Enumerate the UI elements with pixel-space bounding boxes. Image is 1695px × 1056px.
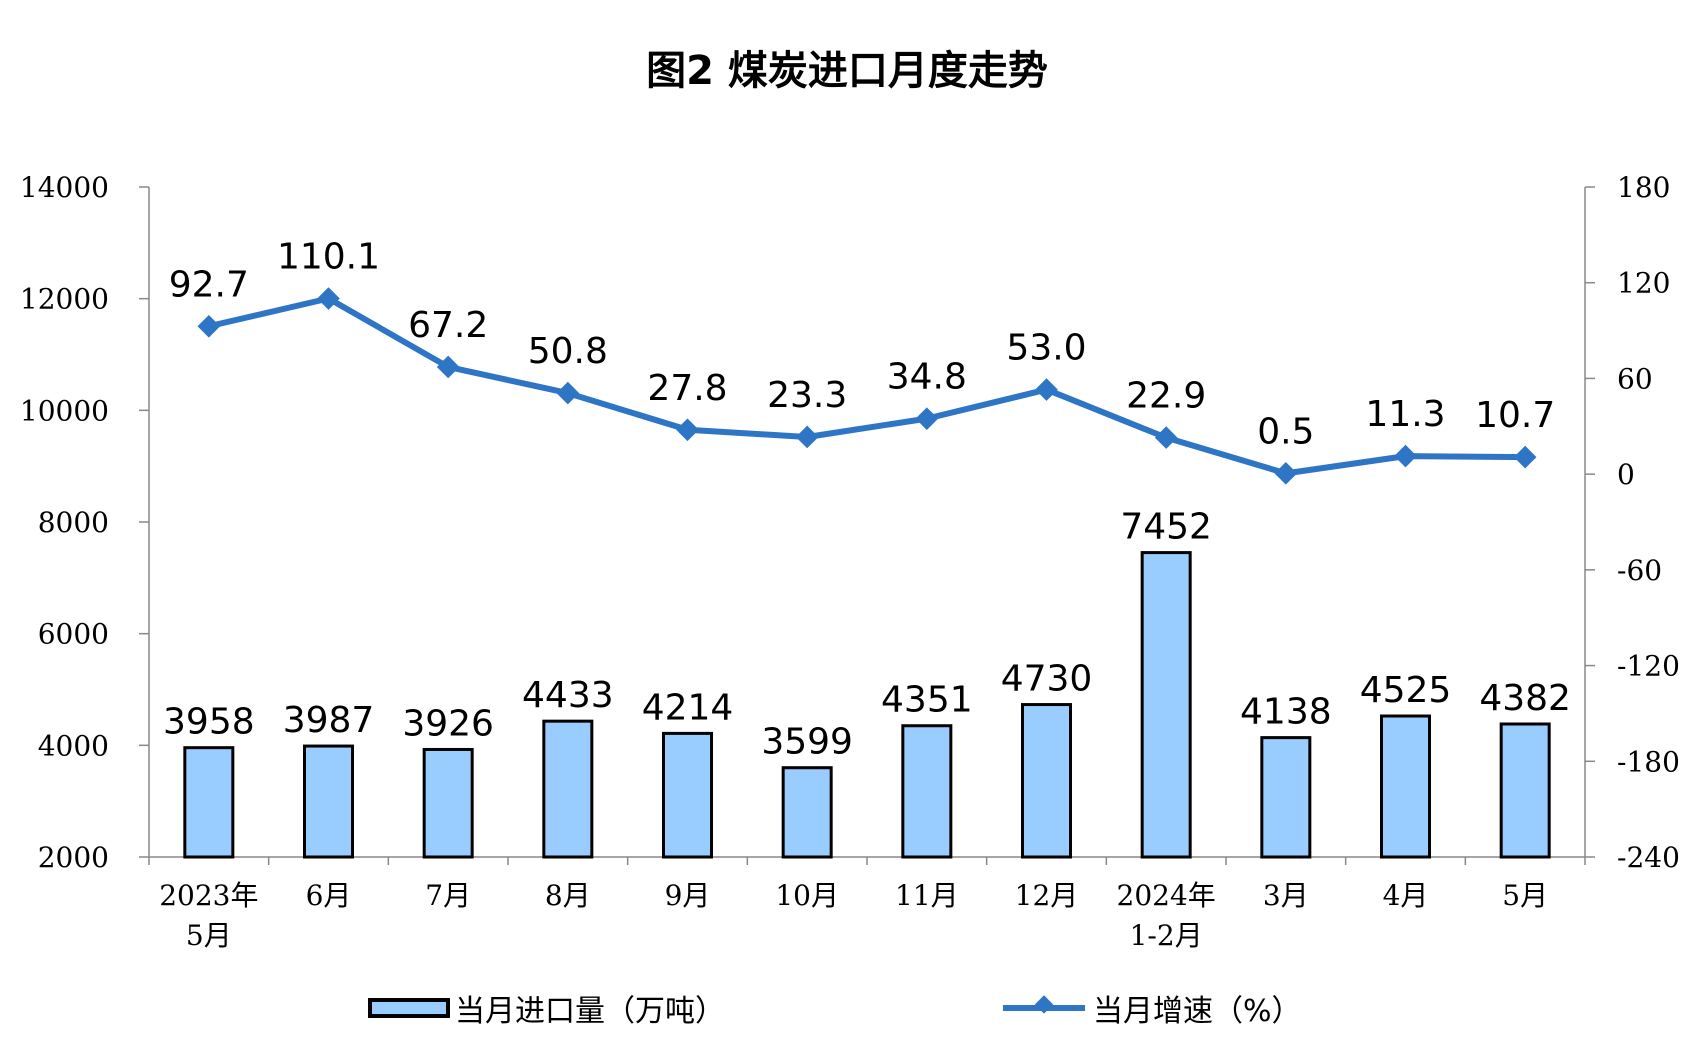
right-tick-label: 180 [1617, 171, 1670, 204]
line-data-label: 27.8 [647, 368, 727, 409]
left-tick-label: 8000 [38, 506, 109, 539]
x-tick-label: 5月 [186, 919, 232, 952]
left-tick-label: 6000 [38, 618, 109, 651]
line-data-label: 11.3 [1365, 394, 1445, 435]
left-tick-label: 4000 [38, 729, 109, 762]
line-series [208, 295, 1526, 477]
line-data-label: 92.7 [169, 264, 249, 305]
legend-bar-swatch [368, 998, 450, 1018]
line-marker [795, 425, 819, 449]
x-tick-label: 4月 [1383, 879, 1429, 912]
x-tick-label: 6月 [306, 879, 352, 912]
bar [1499, 722, 1551, 859]
bar-data-label: 4351 [881, 680, 973, 721]
line-marker [1154, 426, 1178, 449]
left-tick-label: 2000 [38, 841, 109, 874]
x-tick-label: 11月 [895, 879, 959, 912]
bar [1021, 703, 1072, 859]
bar-data-label: 7452 [1120, 507, 1212, 548]
legend: 当月进口量（万吨） 当月增速（%） [368, 994, 1302, 1029]
line-data-label: 22.9 [1126, 376, 1206, 417]
x-tick-label: 3月 [1263, 879, 1309, 912]
legend-line-marker [1034, 995, 1054, 1014]
line-data-label: 110.1 [277, 237, 380, 278]
right-tick-label: 0 [1617, 458, 1635, 491]
bar-data-label: 4138 [1240, 692, 1332, 733]
x-tick-label: 7月 [425, 879, 471, 912]
line-marker [1274, 462, 1298, 485]
x-tick-label: 2024年 [1117, 879, 1216, 912]
left-tick-label: 12000 [20, 283, 109, 316]
bar-data-label: 3958 [163, 702, 255, 743]
x-tick-label: 5月 [1502, 879, 1548, 912]
bar [1380, 714, 1431, 859]
bar [901, 724, 953, 859]
line-data-label: 34.8 [887, 357, 967, 398]
line-marker [1513, 445, 1537, 469]
line-data-label: 10.7 [1475, 395, 1555, 436]
legend-line-label: 当月增速（%） [1093, 994, 1302, 1029]
bar-data-label: 4382 [1479, 678, 1571, 719]
line-marker [556, 381, 580, 405]
x-tick-label: 9月 [665, 879, 711, 912]
x-tick-label: 1-2月 [1130, 919, 1203, 952]
line-marker [915, 407, 939, 430]
bar [662, 731, 713, 859]
bar-data-label: 3926 [402, 703, 494, 744]
right-tick-label: -120 [1617, 650, 1680, 683]
right-tick-label: -240 [1617, 841, 1680, 874]
line-marker [676, 418, 699, 442]
bar [781, 766, 833, 859]
left-tick-label: 10000 [20, 394, 109, 427]
line-marker [1035, 378, 1058, 401]
legend-bar-label: 当月进口量（万吨） [455, 994, 725, 1029]
x-tick-label: 12月 [1015, 879, 1079, 912]
line-data-label: 67.2 [408, 305, 488, 346]
bar [1140, 551, 1192, 859]
line-marker [197, 314, 221, 338]
x-tick-label: 10月 [775, 879, 839, 912]
bar [183, 746, 235, 859]
x-tick-label: 2023年 [159, 879, 258, 912]
bar [1260, 736, 1312, 859]
line-data-label: 0.5 [1257, 411, 1314, 452]
right-tick-label: -180 [1617, 745, 1680, 778]
line-data-label: 50.8 [528, 331, 608, 372]
right-tick-label: 120 [1617, 267, 1670, 300]
line-marker [436, 355, 460, 379]
left-tick-label: 14000 [20, 171, 109, 204]
right-tick-label: 60 [1617, 362, 1653, 395]
chart-title: 图2 煤炭进口月度走势 [646, 48, 1048, 94]
line-marker [1394, 444, 1417, 468]
bar-data-label: 4730 [1001, 659, 1093, 700]
line-data-label: 53.0 [1006, 328, 1086, 369]
bar-data-label: 4214 [642, 687, 734, 728]
right-tick-label: -60 [1617, 554, 1662, 587]
bar [422, 747, 474, 859]
bar-data-label: 4525 [1360, 670, 1452, 711]
bar-data-label: 3987 [283, 700, 375, 741]
bar-data-label: 3599 [761, 722, 853, 763]
bar [542, 719, 594, 859]
bar [303, 744, 354, 859]
x-tick-label: 8月 [545, 879, 591, 912]
line-data-label: 23.3 [767, 375, 847, 416]
bar-data-label: 4433 [522, 675, 614, 716]
line-marker [317, 287, 340, 310]
